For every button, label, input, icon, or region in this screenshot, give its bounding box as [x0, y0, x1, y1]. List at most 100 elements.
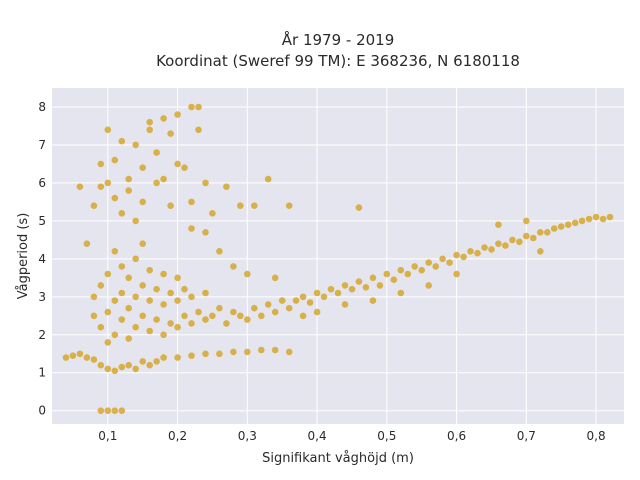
data-point	[509, 236, 516, 244]
data-point	[237, 202, 244, 209]
data-point	[230, 308, 237, 316]
data-point	[97, 407, 105, 415]
chart-subtitle: Koordinat (Sweref 99 TM): E 368236, N 61…	[156, 52, 520, 70]
data-point	[111, 297, 119, 304]
data-point	[258, 346, 265, 354]
data-point	[278, 297, 286, 304]
data-point	[153, 316, 160, 323]
data-point	[523, 232, 530, 240]
data-point	[188, 198, 195, 206]
data-point	[167, 130, 174, 137]
y-tick-label: 7	[38, 138, 46, 152]
data-point	[216, 248, 223, 255]
data-point	[230, 348, 237, 356]
data-point	[299, 312, 307, 320]
data-point	[439, 255, 446, 263]
data-point	[285, 304, 293, 312]
data-point	[299, 293, 307, 301]
data-point	[97, 323, 105, 331]
data-point	[69, 352, 77, 360]
data-point	[244, 348, 251, 356]
data-point	[271, 308, 279, 316]
data-point	[125, 187, 132, 194]
data-point	[125, 335, 132, 342]
data-point	[111, 331, 119, 339]
data-point	[167, 202, 174, 209]
data-point	[104, 365, 112, 373]
data-point	[334, 289, 342, 297]
data-point	[104, 126, 112, 134]
y-tick-label: 0	[38, 404, 46, 418]
y-tick-label: 1	[38, 366, 46, 380]
data-point	[223, 320, 230, 327]
data-point	[146, 126, 153, 134]
data-point	[146, 118, 153, 126]
data-point	[118, 289, 126, 297]
y-tick-label: 6	[38, 176, 46, 190]
data-point	[369, 274, 377, 282]
data-point	[118, 316, 126, 323]
data-point	[264, 175, 272, 183]
data-point	[488, 246, 495, 253]
data-point	[271, 274, 279, 282]
data-point	[146, 266, 153, 274]
chart-title: År 1979 - 2019	[282, 30, 395, 49]
data-point	[376, 282, 384, 289]
data-point	[160, 175, 167, 183]
data-point	[397, 289, 405, 297]
data-point	[146, 297, 153, 304]
data-point	[202, 316, 209, 323]
data-point	[160, 115, 167, 122]
data-point	[174, 323, 181, 331]
y-tick-label: 4	[38, 252, 46, 266]
y-tick-label: 3	[38, 290, 46, 304]
data-point	[160, 331, 167, 339]
x-tick-label: 0,3	[238, 429, 257, 443]
plot-area	[52, 88, 624, 424]
data-point	[132, 323, 139, 331]
data-point	[502, 242, 509, 249]
data-point	[125, 175, 132, 183]
data-point	[125, 361, 132, 369]
data-point	[202, 350, 209, 358]
data-point	[474, 249, 481, 257]
y-tick-label: 2	[38, 328, 46, 342]
data-point	[209, 210, 216, 217]
data-point	[97, 361, 105, 369]
data-point	[174, 297, 181, 304]
data-point	[341, 301, 349, 308]
data-point	[244, 270, 251, 278]
data-point	[564, 221, 572, 228]
data-point	[188, 225, 195, 232]
data-point	[481, 244, 488, 251]
data-point	[341, 282, 349, 289]
data-point	[97, 160, 105, 168]
data-point	[202, 179, 209, 187]
data-point	[453, 270, 460, 278]
data-point	[90, 312, 98, 320]
data-point	[118, 137, 126, 145]
data-point	[557, 223, 565, 230]
data-point	[460, 253, 467, 261]
data-point	[237, 312, 244, 320]
data-point	[285, 202, 293, 209]
data-point	[264, 301, 272, 308]
data-point	[167, 320, 174, 327]
data-point	[516, 238, 523, 246]
data-point	[90, 202, 98, 209]
data-point	[188, 293, 195, 301]
data-point	[132, 141, 139, 149]
data-point	[425, 282, 433, 289]
data-point	[174, 160, 181, 168]
data-point	[592, 213, 600, 221]
data-point	[146, 327, 153, 335]
y-tick-label: 5	[38, 214, 46, 228]
data-point	[188, 352, 195, 360]
data-point	[320, 293, 328, 301]
data-point	[495, 221, 502, 228]
data-point	[153, 179, 160, 187]
data-point	[181, 164, 188, 171]
data-point	[139, 312, 146, 320]
data-point	[202, 229, 209, 236]
data-point	[153, 358, 160, 365]
